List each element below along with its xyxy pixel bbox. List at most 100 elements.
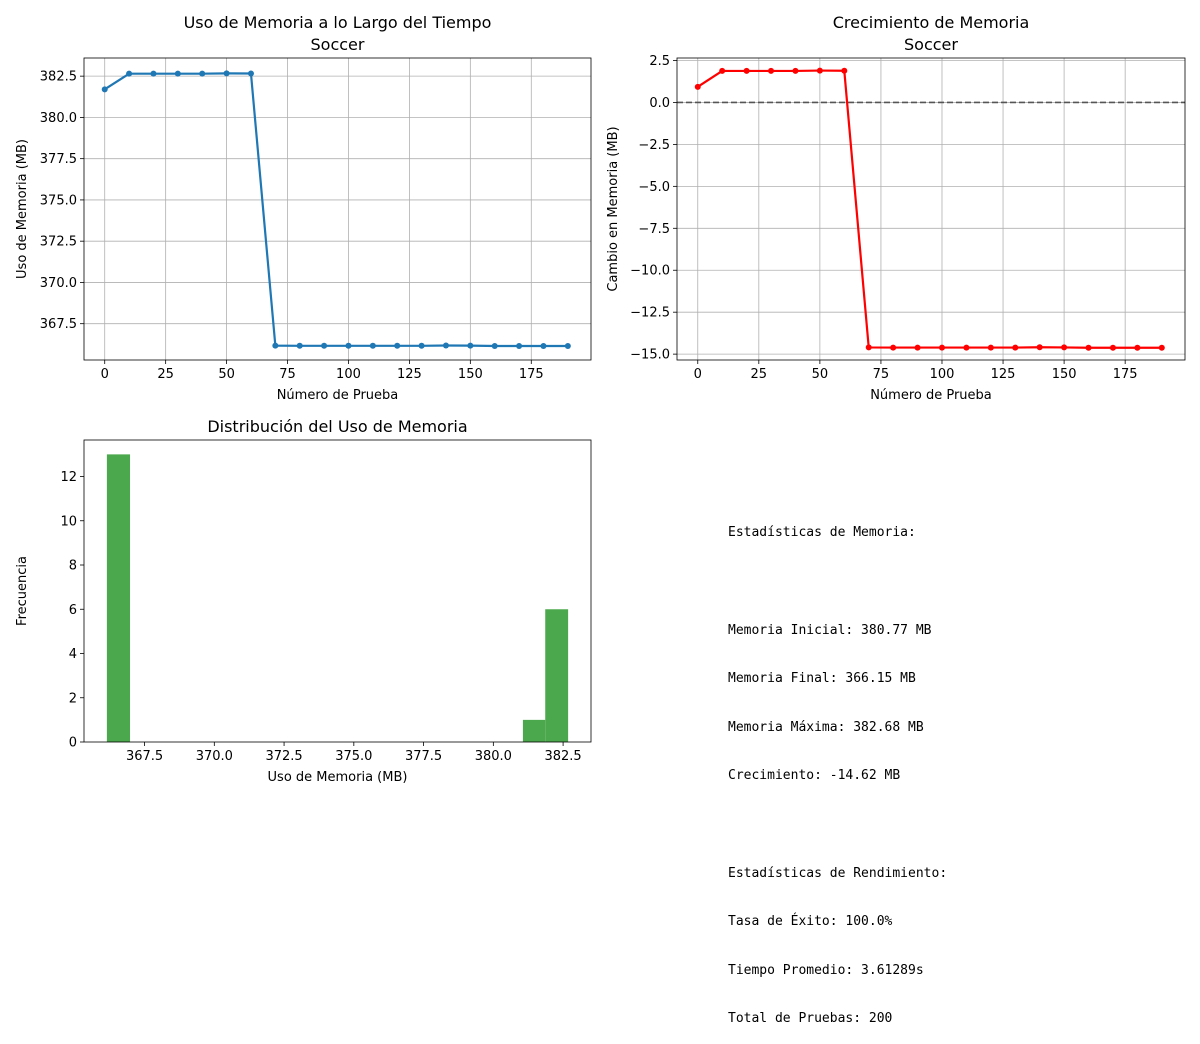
memory-distribution-histogram-bar — [522, 719, 546, 742]
memory-distribution-x-tick-label: 382.5 — [544, 749, 581, 764]
growth-text: Crecimiento: -14.62 MB — [728, 768, 901, 784]
memory-usage-y-tick-label: 370.0 — [40, 276, 77, 291]
memory-distribution-y-tick-label: 0 — [69, 736, 77, 751]
memory-usage-x-tick-label: 175 — [519, 367, 544, 382]
memory-usage-y-tick-label: 382.5 — [40, 70, 77, 85]
memory-growth-x-tick-label: 125 — [991, 367, 1016, 382]
memory-growth-axes-frame — [676, 57, 1186, 361]
memory-growth-y-tick-label: −10.0 — [630, 264, 670, 279]
memory-growth-data-point — [1061, 344, 1068, 351]
memory-growth-title: Crecimiento de Memoria — [833, 13, 1030, 32]
memory-usage-data-point — [345, 342, 352, 349]
memory-usage-x-tick-label: 125 — [397, 367, 422, 382]
memory-usage-y-tick-label: 377.5 — [40, 152, 77, 167]
success-rate-text: Tasa de Éxito: 100.0% — [728, 914, 893, 930]
memory-usage-data-point — [540, 342, 547, 349]
memory-usage-data-point — [223, 70, 230, 77]
memory-growth-y-tick-label: 2.5 — [649, 54, 670, 69]
memory-distribution-x-tick-label: 370.0 — [196, 749, 233, 764]
memory-growth-y-tick-label: −7.5 — [638, 222, 670, 237]
memory-growth-data-point — [987, 344, 994, 351]
memory-growth-data-point — [1036, 344, 1043, 351]
max-memory-text: Memoria Máxima: 382.68 MB — [728, 719, 924, 735]
memory-usage-data-point — [101, 86, 108, 93]
memory-growth-data-point — [816, 67, 823, 74]
memory-distribution-y-axis-label: Frecuencia — [15, 556, 30, 626]
memory-usage-y-tick-label: 372.5 — [40, 235, 77, 250]
memory-growth-data-point — [743, 67, 750, 74]
memory-growth-y-tick-label: −5.0 — [638, 180, 670, 195]
memory-growth-chart: 0 25 50 75 100 125 150 175 −15.0 −12.5 −10.0 −7.5 −5… — [606, 13, 1186, 403]
memory-usage-x-tick-label: 75 — [279, 367, 296, 382]
memory-usage-y-axis-label: Uso de Memoria (MB) — [15, 139, 30, 279]
memory-growth-x-tick-label: 25 — [751, 367, 768, 382]
memory-growth-x-tick-label: 0 — [694, 367, 702, 382]
performance-stats-header: Estadísticas de Rendimiento: — [728, 865, 948, 881]
memory-usage-data-point — [442, 342, 449, 349]
memory-distribution-y-tick-label: 4 — [69, 647, 77, 662]
memory-growth-data-point — [719, 67, 726, 74]
memory-usage-y-tick-label: 380.0 — [40, 111, 77, 126]
memory-usage-chart: 0 25 50 75 100 125 150 175 367.5 370.0 372.5 375.0 3… — [15, 13, 592, 403]
memory-usage-data-point — [296, 342, 303, 349]
memory-usage-x-tick-label: 25 — [157, 367, 174, 382]
memory-usage-data-point — [126, 70, 133, 77]
memory-growth-data-point — [890, 344, 897, 351]
memory-usage-axes-frame — [83, 57, 592, 361]
memory-usage-data-point — [247, 70, 254, 77]
memory-growth-data-point — [963, 344, 970, 351]
initial-memory-text: Memoria Inicial: 380.77 MB — [728, 622, 932, 638]
memory-distribution-axes-frame — [83, 439, 592, 743]
memory-growth-data-point — [1109, 344, 1116, 351]
memory-usage-data-point — [516, 342, 523, 349]
memory-distribution-y-tick-label: 12 — [60, 470, 77, 485]
memory-usage-data-point — [174, 70, 181, 77]
memory-usage-x-tick-label: 0 — [101, 367, 109, 382]
memory-growth-y-tick-label: −2.5 — [638, 138, 670, 153]
memory-usage-data-point — [467, 342, 474, 349]
memory-usage-title: Uso de Memoria a lo Largo del Tiempo — [184, 13, 492, 32]
memory-stats-header: Estadísticas de Memoria: — [728, 525, 916, 541]
figure: 0 25 50 75 100 125 150 175367.5370.0372.5375.03… — [15, 13, 1186, 785]
memory-growth-data-point — [1134, 344, 1141, 351]
memory-usage-data-point — [369, 342, 376, 349]
memory-distribution-histogram-bar — [106, 454, 131, 742]
memory-usage-x-tick-label: 150 — [458, 367, 483, 382]
memory-distribution-y-tick-label: 8 — [69, 559, 77, 574]
memory-distribution-chart: 367.5 370.0 372.5 375.0 377.5 380.0 382.5 0 2 4 6 8… — [15, 417, 592, 785]
memory-usage-x-axis-label: Número de Prueba — [277, 388, 399, 403]
memory-usage-data-point — [564, 342, 571, 349]
memory-growth-x-tick-label: 50 — [812, 367, 829, 382]
memory-distribution-histogram-bar — [545, 609, 569, 742]
memory-distribution-y-tick-label: 10 — [60, 514, 77, 529]
memory-usage-title-line-2: Soccer — [311, 35, 365, 54]
total-tests-text: Total de Pruebas: 200 — [728, 1011, 893, 1027]
memory-growth-data-point — [1158, 344, 1165, 351]
memory-distribution-x-tick-label: 367.5 — [126, 749, 163, 764]
memory-usage-y-tick-label: 375.0 — [40, 193, 77, 208]
memory-distribution-x-axis-label: Uso de Memoria (MB) — [268, 770, 408, 785]
memory-growth-data-point — [1085, 344, 1092, 351]
memory-growth-data-point — [792, 67, 799, 74]
memory-distribution-title: Distribución del Uso de Memoria — [207, 417, 467, 436]
memory-usage-y-tick-label: 367.5 — [40, 317, 77, 332]
memory-growth-x-axis-label: Número de Prueba — [870, 388, 992, 403]
memory-distribution-x-tick-label: 375.0 — [335, 749, 372, 764]
memory-growth-data-point — [1012, 344, 1019, 351]
memory-usage-x-tick-label: 50 — [218, 367, 235, 382]
memory-growth-data-point — [865, 344, 872, 351]
memory-growth-data-point — [841, 67, 848, 74]
memory-usage-data-point — [199, 70, 206, 77]
memory-usage-x-tick-label: 100 — [336, 367, 361, 382]
memory-distribution-x-tick-label: 380.0 — [475, 749, 512, 764]
memory-growth-y-tick-label: −15.0 — [630, 348, 670, 363]
final-memory-text: Memoria Final: 366.15 MB — [728, 671, 916, 687]
memory-distribution-y-tick-label: 6 — [69, 603, 77, 618]
memory-growth-y-tick-label: −12.5 — [630, 306, 670, 321]
memory-growth-x-tick-label: 150 — [1052, 367, 1077, 382]
memory-growth-title-line-2: Soccer — [904, 35, 958, 54]
memory-growth-y-tick-label: 0.0 — [649, 96, 670, 111]
memory-distribution-x-tick-label: 372.5 — [265, 749, 302, 764]
memory-usage-data-point — [321, 342, 328, 349]
memory-growth-data-point — [768, 67, 775, 74]
